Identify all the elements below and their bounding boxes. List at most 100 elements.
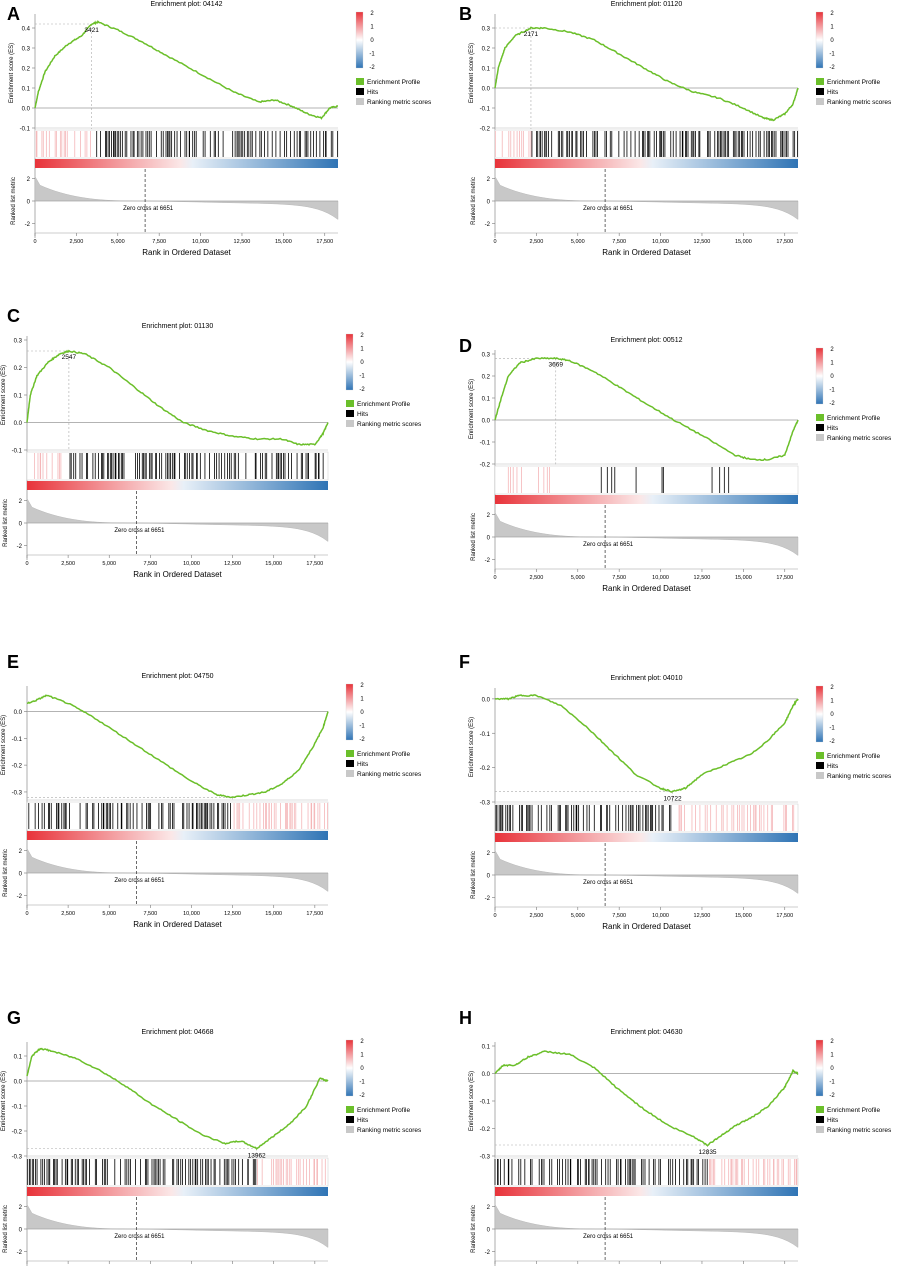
metric-ylabel: Ranked list metric (471, 513, 477, 561)
y-tick-label: 0.0 (14, 421, 23, 427)
x-tick-label: 17,500 (776, 575, 793, 581)
peak-label: 2547 (62, 354, 77, 361)
y-tick-label: 0.4 (22, 27, 31, 33)
y-tick-label: -0.2 (480, 463, 491, 469)
y-tick-label: 0.0 (22, 107, 31, 113)
colorbar-tick-label: -2 (359, 387, 365, 393)
metric-tick-label: -2 (17, 544, 23, 550)
x-tick-label: 12,500 (224, 911, 241, 917)
legend-profile-label: Enrichment Profile (367, 79, 420, 86)
ranked-metric-area (26, 1203, 329, 1248)
y-tick-label: 0.3 (482, 27, 491, 33)
legend-ranking-swatch (346, 1126, 354, 1133)
y-tick-label: 0.1 (14, 1055, 23, 1061)
legend-hits-swatch (346, 760, 354, 767)
colorbar-tick-label: -1 (829, 1080, 835, 1086)
metric-tick-label: -2 (17, 1250, 23, 1256)
legend-hits-label: Hits (827, 1117, 839, 1124)
metric-tick-label: 2 (487, 851, 491, 857)
y-tick-label: 0.0 (482, 697, 491, 703)
enrichment-profile-line (494, 356, 799, 461)
zero-cross-label: Zero cross at 6651 (123, 206, 174, 212)
y-tick-label: 0.2 (482, 47, 491, 53)
y-tick-label: -0.1 (12, 1105, 23, 1111)
legend-profile-swatch (816, 1106, 824, 1113)
panel-letter: C (7, 306, 20, 326)
y-tick-label: -0.1 (480, 732, 491, 738)
zero-cross-label: Zero cross at 6651 (583, 1234, 634, 1240)
legend-ranking-label: Ranking metric scores (827, 99, 892, 106)
x-tick-label: 7,500 (143, 561, 157, 567)
legend-hits-label: Hits (827, 425, 839, 432)
legend-profile-swatch (346, 400, 354, 407)
ranking-color-bar (35, 159, 338, 168)
x-tick-label: 0 (493, 239, 496, 245)
plot-title: Enrichment plot: 00512 (611, 337, 683, 344)
x-axis-label: Rank in Ordered Dataset (602, 248, 691, 257)
y-tick-label: -0.1 (12, 449, 23, 455)
legend-profile-label: Enrichment Profile (827, 79, 880, 86)
es-ylabel: Enrichment score (ES) (469, 1071, 475, 1131)
y-tick-label: 0.0 (14, 710, 23, 716)
x-tick-label: 5,000 (571, 913, 585, 919)
x-tick-label: 2,500 (70, 239, 84, 245)
panel-a: A Enrichment plot: 04142 0.4 0.3 0.2 0.1 0.0 -0… (7, 1, 432, 257)
y-tick-label: 0.3 (14, 339, 23, 345)
metric-tick-label: 0 (487, 200, 491, 206)
metric-tick-label: 2 (487, 1205, 491, 1211)
y-tick-label: -0.2 (480, 766, 491, 772)
hits-strip (494, 129, 799, 159)
peak-label: 12835 (698, 1149, 716, 1156)
legend-ranking-label: Ranking metric scores (827, 1127, 892, 1134)
ranked-metric-area (494, 511, 799, 556)
x-tick-label: 2,500 (530, 239, 544, 245)
legend-ranking-swatch (816, 434, 824, 441)
hits-frame (494, 1157, 799, 1187)
legend-ranking-label: Ranking metric scores (357, 1127, 422, 1134)
es-ylabel: Enrichment score (ES) (469, 379, 475, 439)
legend-profile-swatch (346, 1106, 354, 1113)
enrichment-profile-line (494, 26, 799, 122)
panel-letter: G (7, 1008, 21, 1028)
ranking-color-bar (495, 833, 798, 842)
colorbar (815, 347, 824, 405)
metric-tick-label: -2 (485, 222, 491, 228)
y-tick-label: 0.2 (22, 67, 31, 73)
colorbar-tick-label: -2 (829, 1093, 835, 1099)
x-tick-label: 7,500 (612, 913, 626, 919)
y-tick-label: 0.1 (22, 87, 31, 93)
colorbar-tick-label: -2 (369, 65, 375, 71)
panel-letter: B (459, 4, 472, 24)
x-tick-label: 15,000 (735, 575, 752, 581)
y-tick-label: 0.0 (482, 1072, 491, 1078)
es-ylabel: Enrichment score (ES) (469, 717, 475, 777)
legend-ranking-swatch (816, 772, 824, 779)
legend-hits-swatch (816, 1116, 824, 1123)
legend-profile-swatch (816, 414, 824, 421)
colorbar-tick-label: 2 (830, 685, 834, 691)
colorbar-tick-label: 2 (830, 11, 834, 17)
colorbar-tick-label: -2 (359, 1093, 365, 1099)
ranking-color-bar (495, 159, 798, 168)
legend-ranking-swatch (346, 770, 354, 777)
peak-label: 13962 (248, 1153, 266, 1160)
x-tick-label: 2,500 (61, 561, 75, 567)
y-tick-label: -0.1 (480, 107, 491, 113)
metric-tick-label: 0 (487, 1228, 491, 1234)
colorbar-tick-label: 2 (370, 11, 374, 17)
x-axis-label: Rank in Ordered Dataset (142, 248, 231, 257)
y-tick-label: -0.2 (12, 764, 23, 770)
legend-ranking-swatch (356, 98, 364, 105)
zero-cross-label: Zero cross at 6651 (583, 880, 634, 886)
x-tick-label: 0 (493, 575, 496, 581)
metric-ylabel: Ranked list metric (471, 851, 477, 899)
legend-profile-label: Enrichment Profile (357, 751, 410, 758)
plot-title: Enrichment plot: 04630 (611, 1029, 683, 1036)
hits-strip (494, 1157, 799, 1187)
es-ylabel: Enrichment score (ES) (9, 43, 15, 103)
metric-tick-label: 2 (487, 513, 491, 519)
zero-cross-label: Zero cross at 6651 (114, 528, 165, 534)
x-tick-label: 5,000 (102, 911, 116, 917)
ranked-metric-area (26, 847, 329, 892)
colorbar-tick-label: -1 (369, 52, 375, 58)
